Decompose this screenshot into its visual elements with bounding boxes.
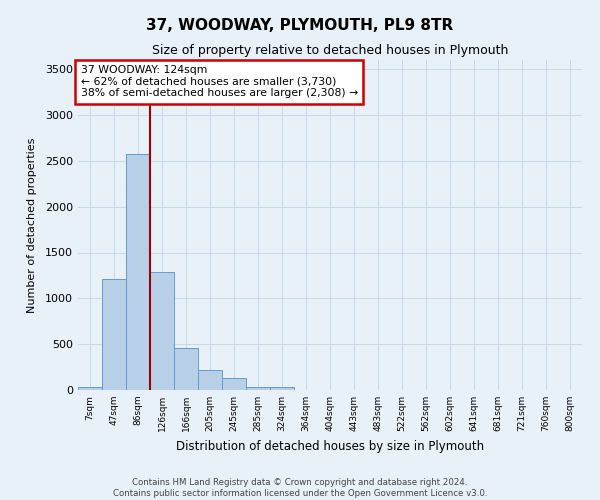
Bar xyxy=(174,348,198,390)
Text: 37, WOODWAY, PLYMOUTH, PL9 8TR: 37, WOODWAY, PLYMOUTH, PL9 8TR xyxy=(146,18,454,32)
Bar xyxy=(102,279,126,390)
Text: Contains HM Land Registry data © Crown copyright and database right 2024.
Contai: Contains HM Land Registry data © Crown c… xyxy=(113,478,487,498)
Bar xyxy=(222,378,246,390)
Bar xyxy=(270,387,294,390)
X-axis label: Distribution of detached houses by size in Plymouth: Distribution of detached houses by size … xyxy=(176,440,484,452)
Y-axis label: Number of detached properties: Number of detached properties xyxy=(26,138,37,312)
Title: Size of property relative to detached houses in Plymouth: Size of property relative to detached ho… xyxy=(152,44,508,58)
Bar xyxy=(126,154,150,390)
Bar xyxy=(78,387,102,390)
Text: 37 WOODWAY: 124sqm
← 62% of detached houses are smaller (3,730)
38% of semi-deta: 37 WOODWAY: 124sqm ← 62% of detached hou… xyxy=(80,65,358,98)
Bar xyxy=(246,387,270,390)
Bar xyxy=(150,272,174,390)
Bar xyxy=(198,370,222,390)
